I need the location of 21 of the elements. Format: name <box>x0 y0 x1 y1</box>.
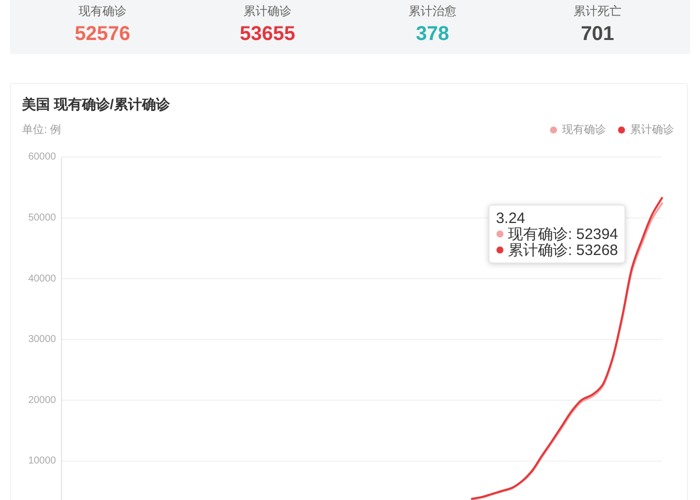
chart-title: 美国 现有确诊/累计确诊 <box>21 96 171 112</box>
annotation: 3.24 <box>496 210 526 227</box>
legend-label: 累计确诊 <box>630 122 674 136</box>
data-label: 701 <box>580 23 614 45</box>
y-tick-label: 30000 <box>28 334 56 346</box>
y-tick-label: 10000 <box>28 456 56 467</box>
category-label: 现有确诊 <box>78 4 126 18</box>
data-label: 378 <box>416 23 450 45</box>
annotation: 累计确诊: 53268 <box>508 242 618 259</box>
legend-label: 现有确诊 <box>562 124 606 136</box>
chart-subtitle: 单位: 例 <box>22 123 62 136</box>
y-tick-label: 50000 <box>28 212 56 224</box>
category-label: 累计死亡 <box>574 4 622 18</box>
data-label: 52576 <box>74 23 130 45</box>
annotation: 现有确诊: 52394 <box>508 226 618 243</box>
category-label: 累计治愈 <box>408 4 456 18</box>
category-label: 累计确诊 <box>244 4 292 18</box>
data-label: 53655 <box>240 23 296 45</box>
y-tick-label: 20000 <box>28 394 56 406</box>
y-tick-label: 40000 <box>28 273 56 284</box>
y-tick-label: 60000 <box>28 152 56 163</box>
